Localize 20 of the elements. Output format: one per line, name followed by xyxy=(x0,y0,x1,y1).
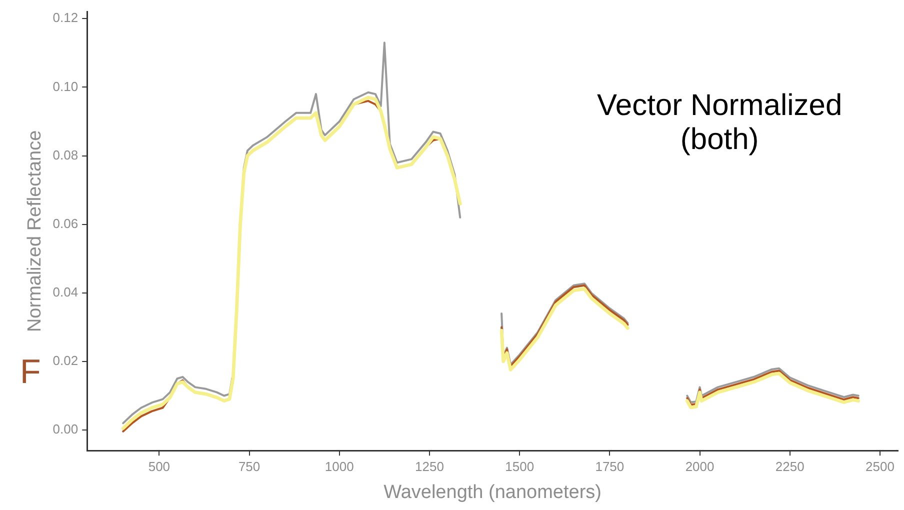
x-tick-label: 1500 xyxy=(505,458,534,474)
x-tick-label: 1750 xyxy=(595,458,624,474)
y-tick-label: 0.08 xyxy=(52,147,78,162)
y-tick-label: 0.10 xyxy=(52,78,78,94)
y-axis-title: Normalized Reflectance xyxy=(24,130,46,332)
y-tick-label: 0.02 xyxy=(52,353,78,368)
y-tick-label: 0.06 xyxy=(52,216,78,231)
x-tick-label: 2500 xyxy=(866,458,894,474)
x-tick-label: 2000 xyxy=(685,458,714,474)
y-tick-label: 0.00 xyxy=(52,422,78,437)
y-tick-label: 0.12 xyxy=(52,10,78,26)
x-tick-label: 2250 xyxy=(775,458,804,474)
annotation: Vector Normalized (both) xyxy=(597,89,842,156)
x-axis-title: Wavelength (nanometers) xyxy=(384,482,602,503)
text: F xyxy=(20,353,41,392)
x-tick-label: 750 xyxy=(238,458,260,474)
x-tick-label: 500 xyxy=(148,458,170,474)
y-tick-label: 0.04 xyxy=(52,284,78,300)
x-tick-label: 1000 xyxy=(324,458,354,474)
x-tick-label: 1250 xyxy=(415,458,444,474)
